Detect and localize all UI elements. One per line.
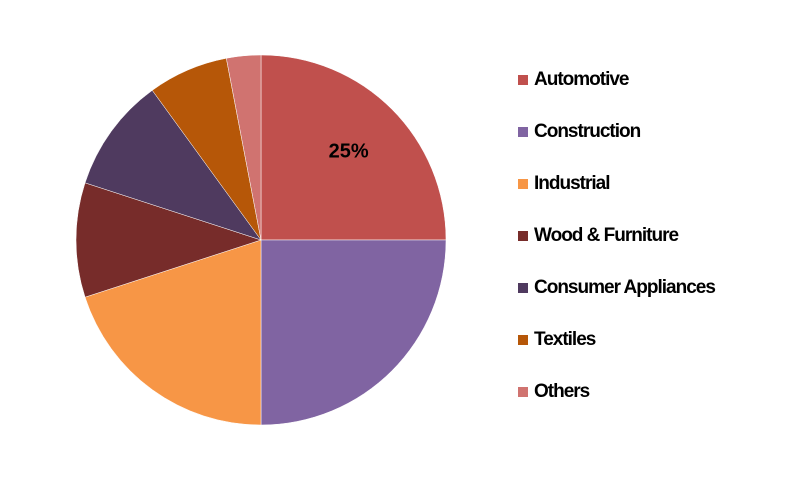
pie-slice [260, 54, 447, 241]
pie-slice [260, 239, 447, 426]
legend-swatch [518, 335, 528, 345]
legend-label: Automotive [534, 69, 629, 90]
legend-label: Industrial [534, 173, 610, 194]
legend-swatch [518, 283, 528, 293]
pie-slice [84, 89, 262, 241]
data-label: 25% [329, 141, 369, 163]
legend-label: Textiles [534, 329, 596, 350]
pie-slice [84, 239, 262, 426]
legend-label: Construction [534, 121, 641, 142]
legend-label: Consumer Appliances [534, 277, 715, 298]
legend-swatch [518, 75, 528, 85]
legend-swatch [518, 231, 528, 241]
legend-swatch [518, 387, 528, 397]
legend-label: Wood & Furniture [534, 225, 679, 246]
legend-swatch [518, 127, 528, 137]
pie-slice [226, 54, 262, 241]
pie-slice [75, 182, 262, 298]
legend-swatch [518, 179, 528, 189]
legend-label: Others [534, 381, 590, 402]
